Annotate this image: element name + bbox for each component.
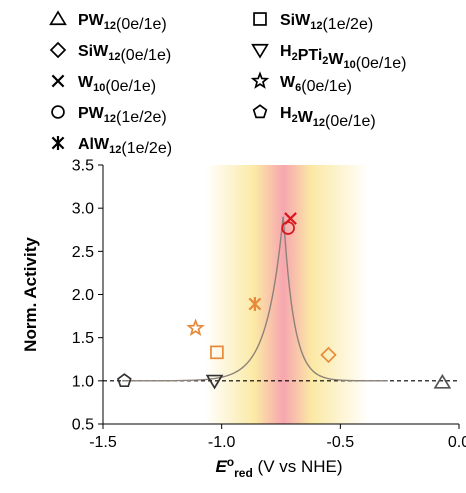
- legend-label: H2W12(0e/1e): [280, 105, 376, 130]
- legend-label: SiW12(1e/2e): [280, 12, 373, 33]
- x-tick-label: -0.5: [327, 434, 355, 451]
- data-point-diamond: [320, 346, 337, 364]
- data-point-triangle-down: [205, 374, 224, 390]
- legend-label: W10(0e/1e): [78, 74, 156, 95]
- legend-marker-triangle: [49, 10, 67, 26]
- legend: PW12(0e/1e) SiW12(1e/2e) SiW12(0e/1e) H2PTi…: [49, 10, 406, 157]
- y-tick-label: 3.0: [72, 201, 94, 218]
- legend-marker-circle: [51, 105, 65, 119]
- legend-marker-asterisk: [51, 136, 65, 150]
- y-tick-label: 2.5: [72, 244, 94, 261]
- data-point-circle: [281, 221, 295, 235]
- volcano-curve: [121, 216, 388, 382]
- y-tick-label: 1.5: [72, 330, 94, 347]
- data-point-asterisk: [248, 296, 262, 311]
- legend-item: W6(0e/1e): [250, 71, 352, 95]
- legend-marker-diamond: [49, 41, 67, 59]
- y-tick-label: 3.5: [72, 158, 94, 175]
- y-tick-label: 0.5: [72, 417, 94, 434]
- legend-item: PW12(0e/1e): [49, 10, 167, 33]
- legend-label: W6(0e/1e): [280, 74, 352, 95]
- x-tick-label: -1.0: [208, 434, 236, 451]
- x-tick-label: -1.5: [89, 434, 117, 451]
- legend-marker-square: [253, 12, 267, 26]
- legend-label: SiW12(0e/1e): [78, 43, 171, 64]
- legend-marker-triangle-down: [251, 43, 269, 59]
- data-point-square: [210, 345, 224, 360]
- data-point-star: [186, 318, 205, 337]
- plot-area: [103, 165, 459, 424]
- y-tick-label: 1.0: [72, 373, 94, 390]
- legend-item: PW12(1e/2e): [51, 105, 167, 126]
- legend-item: H2PTi2W10(0e/1e): [251, 43, 406, 72]
- background-gradient: [103, 165, 459, 424]
- legend-marker-star: [250, 71, 270, 89]
- legend-label: H2PTi2W10(0e/1e): [280, 43, 406, 72]
- legend-item: SiW12(0e/1e): [49, 41, 171, 64]
- x-tick-label: 0.0: [448, 434, 466, 451]
- legend-item: SiW12(1e/2e): [253, 12, 373, 33]
- data-point-pentagon: [117, 373, 132, 388]
- x-axis-title: Eored (V vs NHE): [215, 455, 342, 480]
- legend-item: H2W12(0e/1e): [252, 104, 376, 130]
- legend-item: W10(0e/1e): [51, 74, 156, 95]
- legend-label: AlW12(1e/2e): [78, 136, 172, 157]
- legend-marker-pentagon: [252, 104, 268, 119]
- data-point-triangle: [433, 373, 452, 389]
- y-axis-title: Norm. Activity: [21, 237, 40, 352]
- legend-label: PW12(1e/2e): [78, 105, 167, 126]
- legend-item: AlW12(1e/2e): [51, 136, 172, 157]
- y-tick-label: 2.0: [72, 287, 94, 304]
- legend-marker-x: [51, 74, 65, 88]
- legend-label: PW12(0e/1e): [78, 12, 167, 33]
- axes: 0.5 1.0 1.5 2.0 2.5 3.0 3.5 -1.5 -1.0 -0.5 0.0 Norm…: [21, 158, 466, 481]
